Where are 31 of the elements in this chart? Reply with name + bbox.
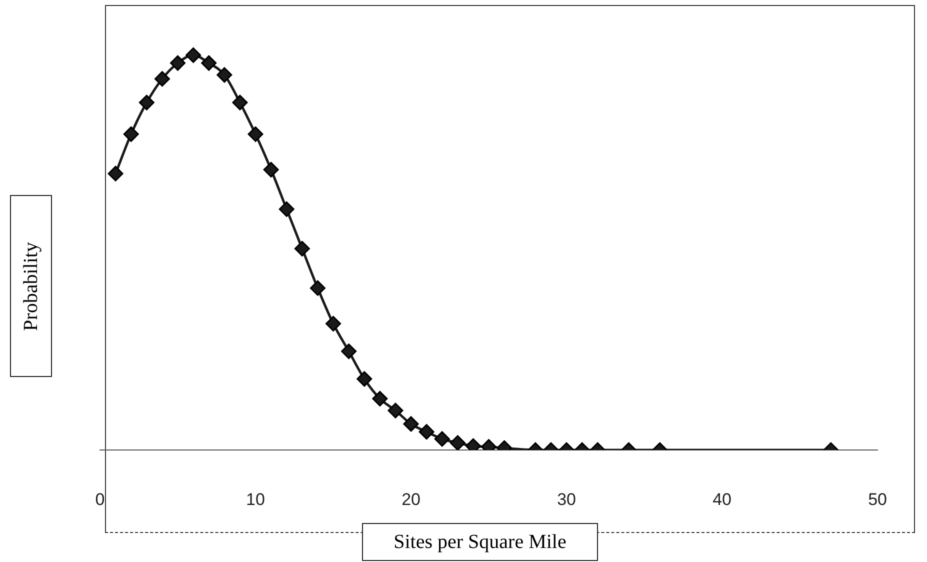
- point: [403, 416, 419, 432]
- point: [232, 94, 248, 110]
- point: [138, 94, 154, 110]
- point: [372, 390, 388, 406]
- x-tick-label: 20: [402, 490, 420, 509]
- point: [248, 126, 264, 142]
- point: [450, 435, 466, 450]
- point: [123, 126, 139, 142]
- x-tick-label: 10: [246, 490, 265, 509]
- point: [388, 402, 404, 418]
- point: [356, 371, 372, 387]
- point: [326, 316, 342, 332]
- point: [201, 55, 217, 71]
- point: [186, 47, 202, 63]
- y-axis-title: Probability: [20, 242, 42, 330]
- point: [170, 55, 186, 71]
- point: [418, 424, 434, 440]
- point: [310, 280, 326, 296]
- point: [154, 71, 170, 87]
- point: [108, 166, 124, 182]
- point: [434, 431, 450, 447]
- x-axis-title: Sites per Square Mile: [362, 523, 598, 561]
- x-tick-label: 50: [868, 490, 888, 509]
- point: [341, 344, 357, 360]
- x-tick-label: 40: [712, 490, 732, 509]
- point: [278, 201, 294, 217]
- point: [216, 67, 232, 83]
- x-tick-label: 30: [557, 490, 576, 509]
- point: [294, 240, 310, 256]
- point: [263, 162, 279, 178]
- x-tick-label: 0: [95, 490, 105, 509]
